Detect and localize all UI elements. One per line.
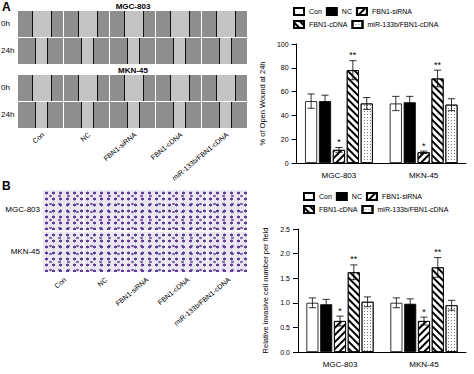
- svg-text:2.5: 2.5: [280, 226, 290, 233]
- svg-text:*: *: [422, 307, 426, 317]
- html-text:MKN-45: MKN-45: [118, 66, 148, 75]
- html-text:MGC-803: MGC-803: [5, 205, 40, 214]
- svg-text:0: 0: [285, 160, 289, 167]
- html-text:miR-133b/FBN1-cDNA: miR-133b/FBN1-cDNA: [172, 276, 232, 327]
- svg-text:1.0: 1.0: [280, 299, 290, 306]
- html-text:MGC-803: MGC-803: [115, 2, 151, 11]
- html-text:Con: Con: [53, 276, 68, 290]
- svg-text:**: **: [350, 254, 358, 264]
- svg-text:**: **: [434, 60, 442, 70]
- svg-text:miR-133b/FBN1-cDNA: miR-133b/FBN1-cDNA: [368, 21, 439, 28]
- svg-text:100: 100: [277, 41, 289, 48]
- html-text:NC: NC: [78, 131, 91, 143]
- html-text:FBN1-siRNA: FBN1-siRNA: [101, 131, 137, 163]
- svg-text:FBN1-cDNA: FBN1-cDNA: [309, 21, 348, 28]
- svg-text:1.5: 1.5: [280, 275, 290, 282]
- html-text:miR-133b/FBN1-cDNA: miR-133b/FBN1-cDNA: [170, 131, 229, 182]
- svg-text:0.5: 0.5: [280, 324, 290, 331]
- svg-text:*: *: [422, 141, 426, 151]
- svg-text:FBN1-cDNA: FBN1-cDNA: [319, 206, 358, 213]
- html-text:0h: 0h: [1, 19, 10, 28]
- svg-text:FBN1-siRNA: FBN1-siRNA: [382, 193, 422, 200]
- html-text:FBN1-cDNA: FBN1-cDNA: [149, 131, 183, 162]
- svg-text:MKN-45: MKN-45: [409, 360, 439, 369]
- svg-text:*: *: [338, 306, 342, 316]
- html-text:B: B: [2, 179, 11, 193]
- svg-text:MGC-803: MGC-803: [323, 360, 358, 369]
- svg-text:*: *: [337, 137, 341, 147]
- html-text:24h: 24h: [1, 46, 15, 55]
- svg-text:**: **: [434, 247, 442, 257]
- html-text:0h: 0h: [1, 83, 10, 92]
- html-text:FBN1-siRNA: FBN1-siRNA: [114, 276, 150, 308]
- svg-text:80: 80: [281, 64, 289, 71]
- svg-text:20: 20: [281, 136, 289, 143]
- html-text:FBN1-cDNA: FBN1-cDNA: [156, 276, 191, 307]
- html-text:Con: Con: [30, 131, 45, 145]
- svg-text:Con: Con: [309, 8, 322, 15]
- svg-text:miR-133b/FBN1-cDNA: miR-133b/FBN1-cDNA: [378, 206, 449, 213]
- svg-text:60: 60: [281, 88, 289, 95]
- svg-text:NC: NC: [342, 8, 352, 15]
- svg-text:Relative invasive cell number: Relative invasive cell number per field: [261, 228, 270, 354]
- svg-text:**: **: [349, 50, 357, 60]
- html-text:24h: 24h: [1, 110, 15, 119]
- svg-text:40: 40: [281, 112, 289, 119]
- svg-text:NC: NC: [352, 193, 362, 200]
- svg-text:FBN1-siRNA: FBN1-siRNA: [372, 8, 412, 15]
- svg-text:MKN-45: MKN-45: [409, 171, 439, 180]
- html-text:A: A: [2, 0, 11, 14]
- svg-text:% of Open Wound at 24h: % of Open Wound at 24h: [258, 61, 267, 145]
- svg-text:MGC-803: MGC-803: [322, 171, 357, 180]
- html-text:NC: NC: [96, 276, 109, 288]
- html-text:MKN-45: MKN-45: [10, 247, 40, 256]
- svg-text:0.0: 0.0: [280, 349, 290, 356]
- svg-text:2.0: 2.0: [280, 250, 290, 257]
- svg-text:Con: Con: [319, 193, 332, 200]
